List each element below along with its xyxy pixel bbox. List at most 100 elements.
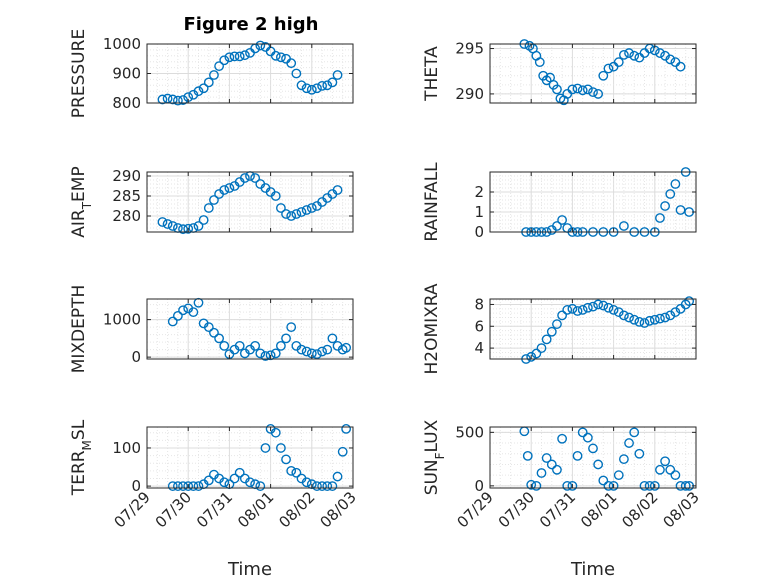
data-point — [224, 183, 235, 193]
y-tick-label: 500 — [455, 423, 484, 441]
x-tick-label: 07/31 — [193, 488, 236, 531]
data-point — [296, 80, 307, 91]
series-markers — [157, 171, 343, 235]
x-tick-label: 08/01 — [577, 488, 620, 531]
data-point — [281, 209, 291, 219]
data-point — [172, 481, 183, 491]
axes-box — [489, 171, 697, 233]
data-point — [157, 217, 168, 227]
data-point — [203, 77, 214, 88]
y-tick-label: 900 — [112, 65, 141, 83]
data-point — [655, 48, 665, 58]
data-point — [546, 326, 557, 337]
data-point — [624, 48, 634, 58]
data-point — [183, 223, 194, 234]
data-point — [603, 63, 614, 74]
panel-air-temp: 280 285 290 AIRTEMP — [69, 166, 354, 238]
data-point — [582, 84, 593, 95]
data-point — [178, 224, 188, 235]
data-point — [245, 477, 255, 488]
data-point — [255, 481, 266, 491]
x-tick-label: 08/01 — [234, 488, 277, 531]
y-tick-label: 1 — [474, 203, 484, 221]
data-point — [286, 58, 297, 69]
data-point — [593, 459, 604, 470]
x-tick-label: 07/30 — [152, 488, 195, 531]
data-point — [593, 299, 604, 310]
data-point — [281, 333, 291, 344]
data-point — [670, 470, 681, 481]
y-tick-label: 4 — [474, 339, 484, 357]
data-point — [286, 322, 297, 333]
y-tick-label: 0 — [131, 348, 141, 366]
y-tick-label: 800 — [112, 94, 141, 112]
data-point — [624, 438, 634, 448]
y-axis-label: THETA — [422, 46, 442, 102]
grid — [146, 427, 354, 488]
data-point — [629, 427, 640, 438]
data-point — [275, 340, 286, 351]
x-tick-label: 08/02 — [275, 488, 318, 531]
data-point — [327, 77, 338, 88]
data-point — [660, 312, 670, 323]
data-point — [598, 300, 609, 311]
data-point — [644, 315, 655, 326]
y-tick-label: 280 — [112, 207, 141, 225]
y-tick-label: 290 — [455, 85, 484, 103]
data-point — [178, 481, 188, 491]
series-markers — [157, 40, 343, 106]
data-point — [541, 453, 552, 463]
data-point — [301, 83, 312, 94]
data-point — [203, 322, 214, 333]
data-point — [603, 302, 614, 313]
data-point — [327, 333, 338, 344]
data-point — [541, 334, 552, 345]
data-point — [567, 303, 578, 314]
panel-terr-msl: 010007/2907/3007/3108/0108/0208/03TimeTE… — [69, 419, 360, 580]
y-tick-label: 295 — [455, 40, 484, 58]
data-point — [613, 307, 624, 317]
data-point — [680, 480, 691, 491]
panel-h2omixra: 4 6 8 H2OMIXRA — [422, 283, 697, 375]
data-point — [613, 57, 624, 68]
data-point — [239, 50, 250, 61]
data-point — [312, 481, 322, 491]
data-point — [234, 467, 245, 478]
data-point — [317, 481, 327, 491]
y-tick-label: 0 — [474, 477, 484, 495]
data-point — [332, 70, 343, 80]
data-point — [291, 209, 302, 219]
grid — [489, 427, 697, 488]
data-point — [250, 340, 261, 351]
data-point — [572, 450, 583, 461]
data-point — [157, 94, 168, 105]
y-tick-label: 0 — [474, 223, 484, 241]
data-point — [534, 57, 545, 68]
data-point — [552, 84, 562, 95]
data-point — [522, 450, 533, 461]
data-point — [270, 50, 281, 61]
panel-rainfall: 0 1 2 RAINFALL — [422, 162, 697, 242]
data-point — [629, 50, 640, 61]
panel-theta: 290 295 THETA — [422, 39, 697, 106]
axes-box — [489, 298, 697, 360]
data-point — [577, 305, 588, 315]
data-point — [229, 473, 240, 484]
panel-pressure: 800 900 1000 PRESSURE — [69, 29, 354, 118]
y-axis-label: MIXDEPTH — [69, 285, 89, 374]
y-axis-label: PRESSURE — [69, 29, 89, 118]
data-point — [552, 464, 562, 475]
data-point — [193, 481, 204, 491]
data-point — [634, 448, 645, 459]
data-point — [193, 86, 204, 97]
panel-mixdepth: 0 1000 MIXDEPTH — [69, 285, 354, 374]
y-axis-label: SUNFLUX — [422, 419, 447, 495]
y-tick-label: 1000 — [103, 35, 141, 53]
x-tick-label: 08/03 — [660, 488, 703, 531]
data-point — [557, 215, 567, 225]
x-tick-label: 07/30 — [495, 488, 538, 531]
data-point — [198, 215, 209, 225]
data-point — [613, 470, 624, 481]
data-point — [167, 221, 178, 231]
